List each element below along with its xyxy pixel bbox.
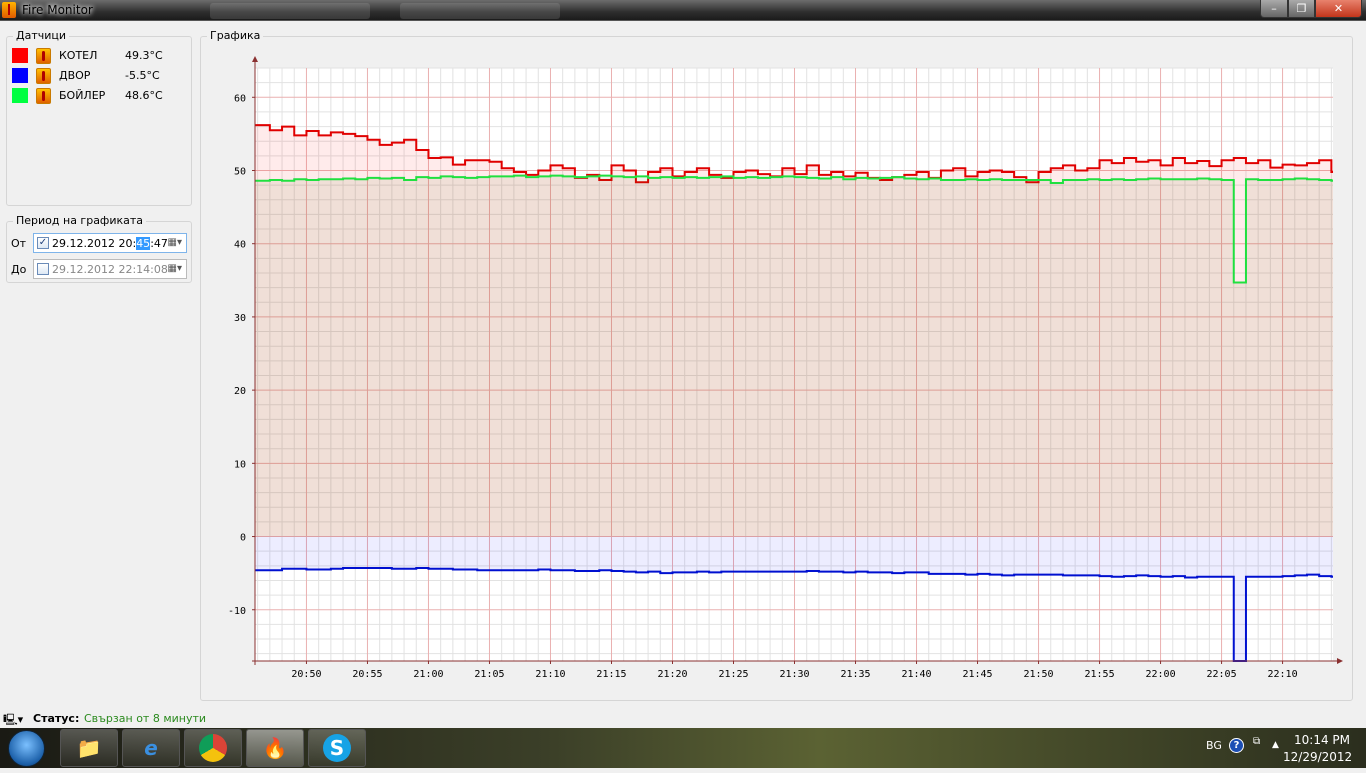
series-0-area [255, 125, 1333, 537]
thermometer-icon [36, 68, 51, 84]
connection-settings-icon[interactable]: 🖳▾ [3, 713, 24, 726]
from-seconds-text: :47 [150, 237, 168, 250]
y-axis-arrow [252, 56, 258, 62]
help-icon[interactable]: ? [1229, 738, 1244, 753]
clock-date[interactable]: 12/29/2012 [1283, 750, 1353, 764]
sensor-color-swatch [12, 68, 28, 83]
x-tick-label: 20:55 [352, 669, 382, 680]
series-2-line [255, 567, 1333, 662]
background-window-tab [210, 3, 370, 19]
sensor-color-swatch [12, 88, 28, 103]
period-group-label: Период на графиката [13, 214, 147, 227]
calendar-dropdown-icon[interactable]: ▦▾ [167, 237, 182, 248]
taskbar: 📁 e 🔥 S BG ? ⧉ ▲ 10:14 PM 12/29/2012 [0, 728, 1366, 768]
background-window-tab [400, 3, 560, 19]
y-tick-label: 30 [234, 313, 246, 324]
to-datetime-value: 29.12.2012 22:14:08 [52, 263, 168, 276]
from-minutes-selected[interactable]: 45 [136, 237, 151, 250]
x-tick-label: 21:05 [474, 669, 504, 680]
series-1-area [255, 175, 1333, 537]
x-tick-label: 21:00 [413, 669, 443, 680]
x-axis-arrow [1337, 658, 1343, 664]
y-tick-label: -10 [228, 606, 246, 617]
thermometer-app-icon [2, 2, 16, 18]
x-tick-label: 22:10 [1268, 669, 1298, 680]
calendar-dropdown-icon[interactable]: ▦▾ [167, 263, 182, 274]
maximize-button[interactable]: ❐ [1288, 0, 1315, 18]
temperature-chart: -10 0 10 20 30 40 50 60 20:50 20:55 21:00 21:05 21:1… [228, 56, 1343, 680]
sensor-value: 49.3°C [125, 49, 163, 62]
sensor-value: -5.5°C [125, 69, 160, 82]
y-tick-label: 50 [234, 166, 246, 177]
window-title: Fire Monitor [22, 3, 93, 17]
thermometer-icon [36, 88, 51, 104]
to-checkbox[interactable] [37, 263, 49, 275]
sensors-group: Датчици КОТЕЛ 49.3°C ДВОР -5.5°C БОЙЛЕР … [6, 29, 192, 206]
explorer-icon[interactable]: 📁 [60, 729, 118, 767]
status-label: Статус: [33, 712, 80, 725]
minimize-button[interactable]: – [1260, 0, 1288, 18]
sensor-row: БОЙЛЕР 48.6°C [12, 87, 187, 105]
x-tick-label: 21:15 [596, 669, 626, 680]
status-text: Свързан от 8 минути [84, 712, 207, 725]
show-hidden-icons-icon[interactable]: ▲ [1272, 740, 1279, 750]
sensor-row: КОТЕЛ 49.3°C [12, 47, 187, 65]
x-tick-label: 20:50 [291, 669, 321, 680]
x-tick-label: 21:45 [962, 669, 992, 680]
x-tick-label: 22:00 [1145, 669, 1175, 680]
x-tick-label: 21:55 [1084, 669, 1114, 680]
y-tick-label: 20 [234, 386, 246, 397]
graph-group: Графика [200, 29, 1353, 701]
y-tick-label: 40 [234, 240, 246, 251]
x-tick-label: 21:30 [779, 669, 809, 680]
x-tick-label: 21:50 [1023, 669, 1053, 680]
sensors-group-label: Датчици [13, 29, 70, 42]
fire-monitor-icon[interactable]: 🔥 [246, 729, 304, 767]
network-icon[interactable]: ⧉ [1253, 736, 1261, 747]
ie-icon[interactable]: e [122, 729, 180, 767]
sensor-name: КОТЕЛ [59, 49, 98, 62]
title-bar: Fire Monitor – ❐ ✕ [0, 0, 1366, 21]
graph-group-label: Графика [207, 29, 264, 42]
sensor-value: 48.6°C [125, 89, 163, 102]
sensor-name: ДВОР [59, 69, 91, 82]
from-checkbox[interactable]: ✓ [37, 237, 49, 249]
skype-icon[interactable]: S [308, 729, 366, 767]
language-indicator[interactable]: BG [1206, 739, 1222, 752]
from-label: От [11, 237, 27, 250]
period-group: Период на графиката От ✓ 29.12.2012 20:4… [6, 214, 192, 283]
system-tray: BG ? ⧉ ▲ 10:14 PM 12/29/2012 [1186, 728, 1366, 768]
plot-area [255, 68, 1333, 661]
from-datetime-value[interactable]: 29.12.2012 20:45:47 [52, 237, 168, 250]
close-button[interactable]: ✕ [1315, 0, 1362, 18]
chrome-icon[interactable] [184, 729, 242, 767]
series-0-line [255, 124, 1333, 184]
sensor-row: ДВОР -5.5°C [12, 67, 187, 85]
clock-time[interactable]: 10:14 PM [1294, 733, 1350, 747]
sensor-color-swatch [12, 48, 28, 63]
series-1-line [255, 174, 1333, 284]
series-2-area [255, 536, 1333, 661]
x-tick-label: 21:10 [535, 669, 565, 680]
x-tick-label: 21:25 [718, 669, 748, 680]
from-date-text: 29.12.2012 20: [52, 237, 137, 250]
from-datetime-picker[interactable]: ✓ 29.12.2012 20:45:47 ▦▾ [33, 233, 187, 253]
x-tick-label: 21:35 [840, 669, 870, 680]
y-tick-label: 60 [234, 93, 246, 104]
to-label: До [11, 263, 27, 276]
x-tick-label: 22:05 [1207, 669, 1237, 680]
x-tick-label: 21:40 [901, 669, 931, 680]
to-datetime-picker[interactable]: 29.12.2012 22:14:08 ▦▾ [33, 259, 187, 279]
status-bar: 🖳▾ Статус: Свързан от 8 минути [0, 707, 1366, 728]
x-tick-label: 21:20 [657, 669, 687, 680]
thermometer-icon [36, 48, 51, 64]
y-tick-label: 10 [234, 459, 246, 470]
sensor-name: БОЙЛЕР [59, 89, 106, 102]
start-button[interactable] [8, 730, 45, 767]
y-tick-label: 0 [240, 533, 246, 544]
